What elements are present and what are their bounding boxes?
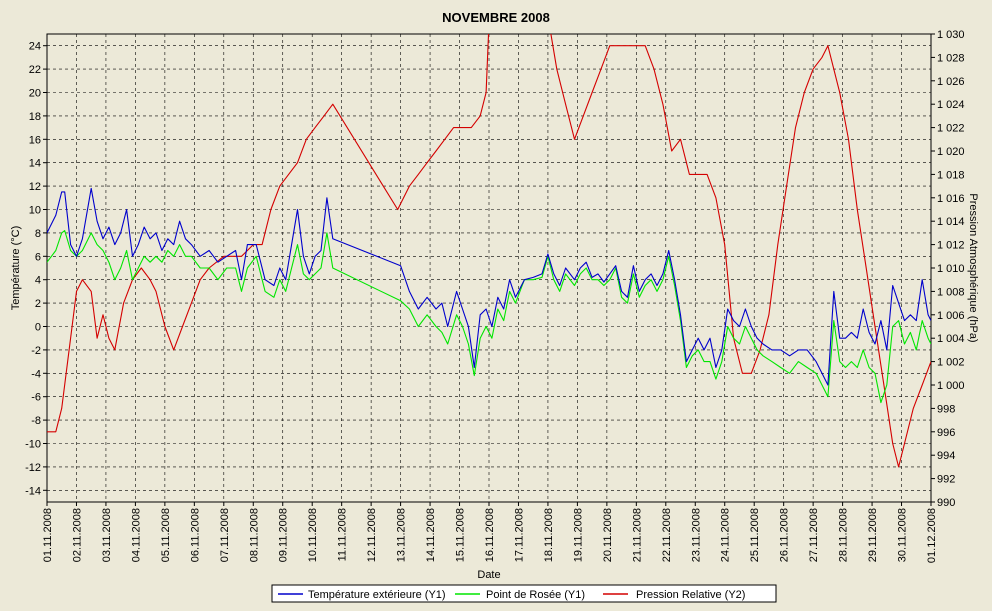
y-tick-label: -8	[31, 415, 41, 427]
legend: Température extérieure (Y1) Point de Ros…	[271, 584, 777, 603]
y2-tick-label: 1 020	[937, 146, 965, 158]
y2-tick-label: 994	[937, 450, 955, 462]
legend-label-dewpoint: Point de Rosée (Y1)	[486, 589, 585, 601]
y2-tick-label: 990	[937, 497, 955, 509]
y-axis-right: 990 992 994 996 998 1 000 1 002 1 004 1 006 1 008…	[931, 29, 965, 509]
y-tick-label: 14	[29, 158, 41, 170]
x-tick-label: 17.11.2008	[513, 508, 525, 562]
x-tick-label: 23.11.2008	[690, 508, 702, 562]
x-tick-label: 24.11.2008	[720, 508, 732, 562]
x-tick-label: 05.11.2008	[160, 508, 172, 562]
x-tick-label: 12.11.2008	[366, 508, 378, 562]
y-tick-label: 0	[35, 322, 41, 334]
y2-tick-label: 1 026	[937, 76, 965, 88]
x-tick-label: 20.11.2008	[602, 508, 614, 562]
x-tick-label: 10.11.2008	[307, 508, 319, 562]
y-tick-label: -14	[25, 485, 41, 497]
x-tick-label: 13.11.2008	[396, 508, 408, 562]
y2-tick-label: 1 022	[937, 123, 965, 135]
y2-tick-label: 1 030	[937, 29, 965, 41]
y2-tick-label: 1 000	[937, 380, 965, 392]
x-tick-label: 21.11.2008	[631, 508, 643, 562]
x-tick-label: 01.11.2008	[42, 508, 54, 562]
y2-tick-label: 1 016	[937, 193, 965, 205]
dewpoint-line	[47, 230, 931, 404]
y-tick-label: 10	[29, 205, 41, 217]
x-tick-label: 25.11.2008	[749, 508, 761, 562]
x-tick-label: 27.11.2008	[808, 508, 820, 562]
x-tick-label: 19.11.2008	[572, 508, 584, 562]
series-lines	[47, 34, 931, 468]
y-tick-label: 24	[29, 41, 41, 53]
y2-tick-label: 1 004	[937, 333, 965, 345]
y2-tick-label: 1 006	[937, 310, 965, 322]
y-tick-label: 8	[35, 228, 41, 240]
y-tick-label: 6	[35, 251, 41, 263]
y2-tick-label: 1 010	[937, 263, 965, 275]
x-tick-label: 07.11.2008	[219, 508, 231, 562]
x-tick-label: 06.11.2008	[189, 508, 201, 562]
y2-tick-label: 998	[937, 403, 955, 415]
x-tick-label: 09.11.2008	[278, 508, 290, 562]
x-tick-label: 03.11.2008	[101, 508, 113, 562]
x-tick-label: 26.11.2008	[779, 508, 791, 562]
x-axis: 01.11.2008 02.11.2008 03.11.2008 04.11.2008…	[42, 502, 938, 563]
x-tick-label: 30.11.2008	[897, 508, 909, 562]
x-axis-label: Date	[477, 569, 500, 581]
y2-tick-label: 1 008	[937, 286, 965, 298]
x-tick-label: 29.11.2008	[867, 508, 879, 562]
y2-tick-label: 1 018	[937, 169, 965, 181]
x-tick-label: 11.11.2008	[337, 508, 349, 561]
legend-label-temperature: Température extérieure (Y1)	[308, 589, 446, 601]
y2-tick-label: 996	[937, 427, 955, 439]
y2-tick-label: 1 014	[937, 216, 965, 228]
x-tick-label: 08.11.2008	[248, 508, 260, 562]
y-tick-label: -6	[31, 392, 41, 404]
y-tick-label: 20	[29, 88, 41, 100]
x-tick-label: 16.11.2008	[484, 508, 496, 562]
y-tick-label: -4	[31, 368, 41, 380]
y2-tick-label: 1 024	[937, 99, 965, 111]
y-axis-label: Température (°C)	[10, 226, 22, 310]
grid	[47, 34, 931, 502]
x-tick-label: 28.11.2008	[838, 508, 850, 562]
y-tick-label: 12	[29, 181, 41, 193]
legend-label-pressure: Pression Relative (Y2)	[636, 589, 745, 601]
y-tick-label: 18	[29, 111, 41, 123]
x-tick-label: 18.11.2008	[543, 508, 555, 562]
y-tick-label: 22	[29, 64, 41, 76]
y-tick-label: -10	[25, 439, 41, 451]
x-tick-label: 22.11.2008	[661, 508, 673, 562]
pressure-line	[47, 34, 931, 468]
x-tick-label: 01.12.2008	[926, 508, 938, 563]
x-tick-label: 04.11.2008	[130, 508, 142, 562]
y-tick-label: -2	[31, 345, 41, 357]
chart-title: NOVEMBRE 2008	[442, 10, 550, 25]
y-tick-label: 2	[35, 298, 41, 310]
y-tick-label: 4	[35, 275, 41, 287]
x-tick-label: 02.11.2008	[71, 508, 83, 562]
y2-tick-label: 1 012	[937, 240, 965, 252]
legend-box	[271, 584, 777, 603]
y2-axis-label: Pression Atmosphérique (hPa)	[967, 193, 979, 342]
x-tick-label: 14.11.2008	[425, 508, 437, 562]
y2-tick-label: 1 002	[937, 357, 965, 369]
y-tick-label: 16	[29, 134, 41, 146]
x-tick-label: 15.11.2008	[455, 508, 467, 562]
y-tick-label: -12	[25, 462, 41, 474]
y2-tick-label: 1 028	[937, 52, 965, 64]
y2-tick-label: 992	[937, 474, 955, 486]
temperature-line	[47, 187, 931, 386]
